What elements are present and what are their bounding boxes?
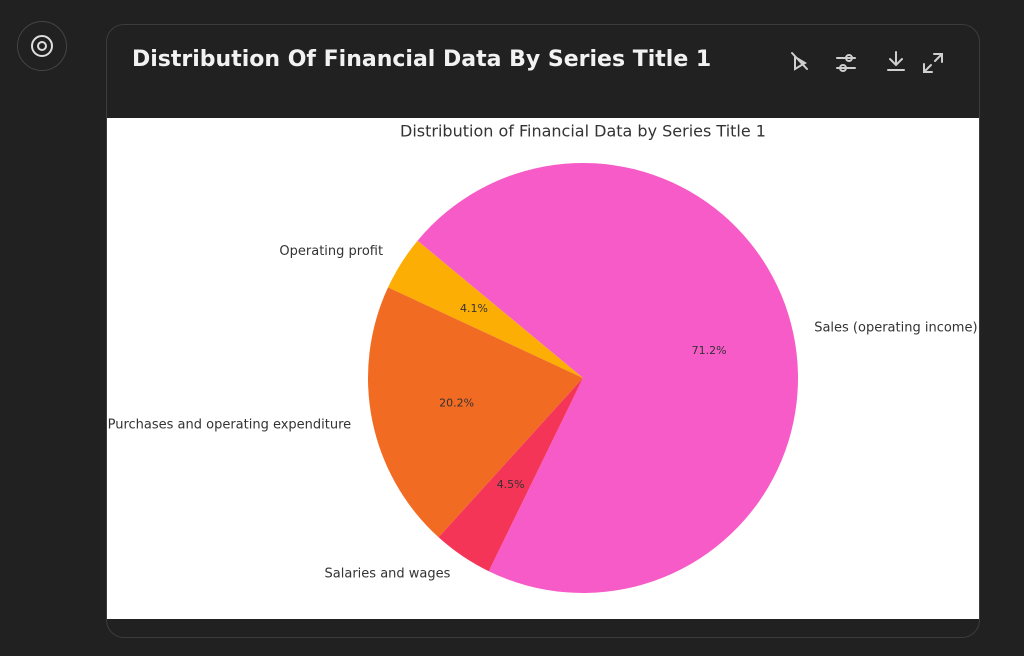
toggle-interactive-icon[interactable] <box>791 52 808 71</box>
pie-slice <box>368 287 583 538</box>
card-title: Distribution Of Financial Data By Series… <box>132 47 712 72</box>
value-label: 71.2% <box>692 344 727 357</box>
chart-card: Distribution Of Financial Data By Series… <box>106 24 980 638</box>
pie-slice <box>388 240 583 378</box>
logo-icon <box>31 35 53 57</box>
slice-label: Sales (operating income) <box>814 321 977 336</box>
logo[interactable] <box>17 21 67 71</box>
toolbar <box>791 51 943 73</box>
chart-title: Distribution of Financial Data by Series… <box>400 122 766 141</box>
pie-slice <box>417 162 799 593</box>
value-label: 20.2% <box>439 397 474 410</box>
download-icon[interactable] <box>887 51 905 71</box>
slice-label: Operating profit <box>279 244 383 259</box>
value-label: 4.1% <box>460 302 488 315</box>
expand-icon[interactable] <box>923 53 943 73</box>
settings-icon[interactable] <box>836 54 856 72</box>
slice-label: Salaries and wages <box>325 566 451 581</box>
value-label: 4.5% <box>497 478 525 491</box>
chart: Distribution of Financial Data by Series… <box>107 118 979 619</box>
slice-label: Purchases and operating expenditure <box>108 417 352 432</box>
pie-slice <box>438 378 583 572</box>
